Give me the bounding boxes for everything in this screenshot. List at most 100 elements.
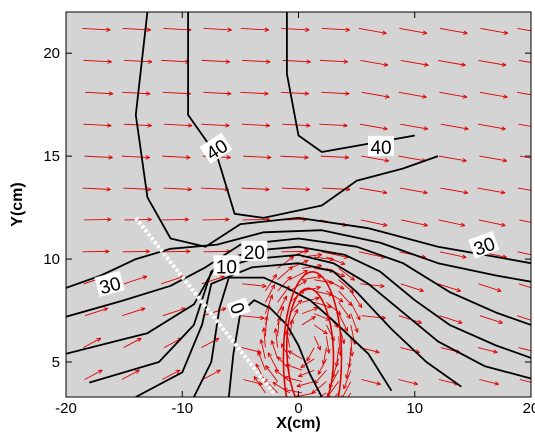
y-tick-label: 5 (52, 354, 60, 371)
x-tick-label: 20 (523, 400, 535, 417)
y-tick-label: 15 (43, 148, 60, 165)
vortex-loop (285, 287, 335, 397)
contour-label-text: 10 (216, 257, 237, 278)
vector-arrow (124, 59, 153, 64)
vector-arrow (338, 302, 351, 319)
vector-arrow (272, 381, 291, 394)
vector-arrow (518, 59, 531, 63)
vector-arrow (242, 283, 267, 289)
vector-arrow (478, 219, 506, 227)
vector-arrow (122, 249, 150, 254)
vector-arrow (439, 251, 467, 259)
vector-arrow (84, 307, 109, 317)
vector-arrow (267, 352, 278, 371)
vector-arrow (122, 91, 151, 96)
contour-line (193, 276, 393, 397)
vector-arrow (437, 283, 462, 293)
y-tick-label: 10 (43, 251, 60, 268)
vector-arrow (289, 279, 307, 292)
vector-arrow (334, 347, 340, 368)
contour-line (66, 245, 531, 359)
vector-arrow (400, 283, 424, 293)
vector-arrow (361, 379, 381, 386)
vector-arrow (84, 155, 113, 160)
vector-arrow (320, 155, 349, 160)
vector-arrow (202, 369, 221, 380)
vector-arrow (349, 336, 355, 357)
vector-arrow (83, 59, 112, 64)
vector-arrow (326, 279, 345, 290)
contour-label: 10 (213, 255, 240, 278)
x-tick-label: 10 (406, 400, 423, 417)
vector-arrow (121, 155, 150, 160)
contour-line (134, 12, 531, 265)
vector-arrow (325, 336, 331, 354)
vector-arrow (122, 307, 146, 317)
vector-arrow (306, 347, 315, 362)
y-tick-label: 20 (43, 45, 60, 62)
vortex-streamlines (282, 271, 343, 397)
vector-arrow (82, 337, 102, 348)
vector-arrow (399, 187, 428, 195)
vector-arrow (281, 187, 310, 192)
vector-arrow (277, 306, 285, 326)
y-axis-ticks: 5 10 15 20 (43, 45, 531, 371)
vector-arrow (85, 91, 114, 96)
vector-arrow (338, 279, 355, 294)
vector-arrow (439, 28, 468, 35)
vector-arrow (301, 307, 319, 315)
vector-arrow (479, 315, 503, 325)
vector-arrow (401, 219, 428, 227)
vector-arrow (477, 347, 498, 354)
vector-arrow (257, 351, 266, 371)
vector-arrow (347, 392, 352, 397)
vector-arrow (203, 27, 232, 32)
contour-label: 30 (94, 270, 125, 299)
vector-arrow (479, 91, 508, 99)
vector-arrow (314, 301, 332, 309)
vector-arrow (280, 91, 309, 96)
velocity-vectors (82, 27, 531, 397)
vector-arrow (82, 27, 111, 32)
vector-arrow (121, 369, 140, 380)
vector-arrow (319, 392, 327, 397)
vector-arrow (519, 379, 531, 383)
vector-arrow (437, 59, 466, 67)
vector-arrow (319, 59, 349, 64)
vector-arrow (284, 375, 303, 382)
vector-arrow (518, 283, 531, 289)
vector-arrow (326, 290, 344, 303)
vector-arrow (438, 155, 467, 163)
vector-arrow (203, 307, 227, 317)
vector-arrow (259, 339, 266, 360)
vector-arrow (478, 283, 502, 293)
vector-arrow (338, 290, 353, 307)
contour-line (89, 254, 531, 384)
vector-arrow (281, 27, 310, 32)
vector-arrow (162, 155, 191, 160)
vector-arrow (517, 28, 531, 32)
vector-arrow (301, 316, 316, 326)
vector-arrow (163, 249, 191, 254)
vector-arrow (439, 91, 468, 99)
vector-arrow (300, 358, 315, 369)
vector-arrow (123, 337, 142, 348)
x-axis-ticks: -20 -10 0 10 20 (55, 12, 535, 417)
vector-arrow (334, 392, 339, 397)
x-tick-label: -10 (171, 400, 193, 417)
contour-label-text: 40 (370, 138, 391, 159)
vector-arrow (321, 91, 350, 96)
vector-arrow (319, 123, 348, 128)
contour-line (135, 262, 462, 397)
contour-label-text: 20 (244, 243, 265, 264)
contour-line (187, 12, 439, 219)
vector-arrow (264, 273, 277, 292)
vector-arrow (280, 155, 309, 160)
vector-arrow (398, 379, 419, 386)
vector-arrow (400, 123, 429, 131)
vector-arrow (326, 256, 346, 265)
contour-line (227, 299, 323, 397)
vector-arrow (321, 27, 350, 32)
vector-arrow (243, 155, 272, 160)
